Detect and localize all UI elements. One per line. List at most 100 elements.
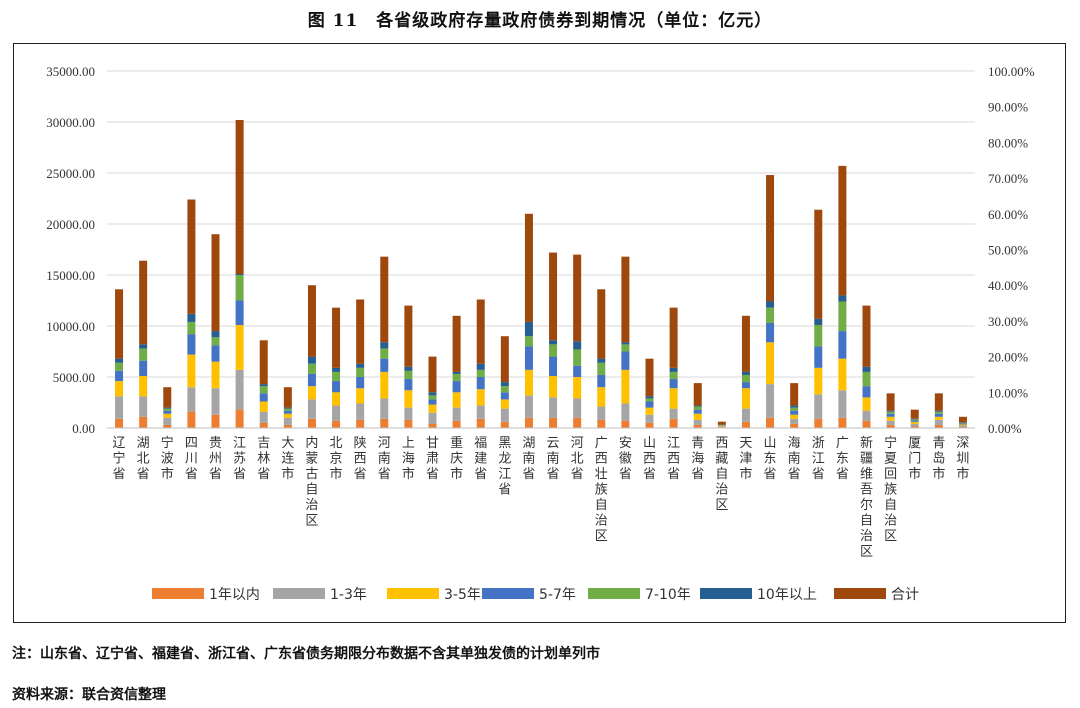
bar-segment <box>862 410 871 421</box>
bar-segment <box>452 373 461 382</box>
bar-segment <box>452 315 461 372</box>
bar-segment <box>332 420 341 428</box>
bar-segment <box>283 424 292 428</box>
bar-segment <box>283 407 292 409</box>
bar-segment <box>356 403 365 420</box>
bar-segment <box>573 417 582 428</box>
y-tick-label: 5000.00 <box>53 370 95 385</box>
x-tick-label: 辽宁省 <box>113 436 126 482</box>
bar-segment <box>790 405 799 408</box>
bar-segment <box>790 410 799 415</box>
bar-segment <box>669 408 678 419</box>
x-tick-label: 吉林省 <box>257 436 270 482</box>
bar-segment <box>332 392 341 406</box>
bar-segment <box>645 422 654 428</box>
legend-swatch <box>700 588 752 599</box>
bar-segment <box>404 305 413 367</box>
bar-segment <box>115 396 124 419</box>
legend-swatch <box>387 588 439 599</box>
bar-segment <box>549 340 558 345</box>
bar-segment <box>211 414 220 428</box>
legend-label: 1年以内 <box>209 587 260 603</box>
legend-swatch <box>588 588 640 599</box>
legend-swatch <box>482 588 534 599</box>
bar-segment <box>332 405 341 421</box>
bar-segment <box>741 388 750 409</box>
bar-segment <box>958 423 967 425</box>
bar-segment <box>163 407 172 409</box>
y-tick-label: 30000.00 <box>46 115 95 130</box>
bar-segment <box>669 388 678 409</box>
bar-segment <box>741 371 750 375</box>
bar-segment <box>187 313 196 322</box>
bar-segment <box>790 383 799 406</box>
bar-segment <box>645 414 654 423</box>
source-note: 资料来源：联合资信整理 <box>12 687 166 703</box>
bar-segment <box>452 420 461 428</box>
bar-segment <box>476 418 485 428</box>
bar-segment <box>862 420 871 428</box>
bar-segment <box>958 422 967 424</box>
bar-segment <box>211 345 220 362</box>
bar-segment <box>573 377 582 399</box>
bar-segment <box>910 426 919 428</box>
bar-segment <box>115 418 124 428</box>
bar-segment <box>187 334 196 355</box>
bar-segment <box>693 413 702 420</box>
x-tick-label: 河北省 <box>571 436 584 482</box>
bar-segment <box>283 408 292 411</box>
bar-segment <box>693 383 702 406</box>
bar-segment <box>139 396 148 417</box>
bar-segment <box>597 387 606 407</box>
bar-segment <box>549 356 558 376</box>
bar-segment <box>645 401 654 408</box>
bar-segment <box>717 426 726 428</box>
x-tick-label: 广东省 <box>836 436 849 482</box>
bar-segment <box>332 371 341 382</box>
x-tick-label: 内蒙古自治区 <box>305 435 318 529</box>
bar-segment <box>958 425 967 427</box>
bar-segment <box>693 419 702 425</box>
bar-segment <box>621 351 630 370</box>
x-tick-label: 云南省 <box>547 436 560 482</box>
x-tick-label: 宁夏回族自治区 <box>884 435 897 544</box>
x-tick-label: 山东省 <box>764 436 777 482</box>
bar-segment <box>886 424 895 428</box>
bar-segment <box>766 307 775 323</box>
bar-segment <box>380 358 389 372</box>
bar-segment <box>838 390 847 418</box>
legend-swatch <box>273 588 325 599</box>
bar-segment <box>766 417 775 428</box>
bar-segment <box>621 256 630 343</box>
bar-segment <box>573 398 582 418</box>
bar-segment <box>790 414 799 419</box>
bar-segment <box>307 363 316 374</box>
bar-segment <box>573 254 582 342</box>
bar-segment <box>862 386 871 398</box>
bar-segment <box>549 344 558 357</box>
bar-segment <box>669 307 678 368</box>
bar-segment <box>717 421 726 425</box>
bar-segment <box>139 348 148 361</box>
bar-segment <box>259 393 268 402</box>
bar-segment <box>163 408 172 411</box>
bar-segment <box>500 408 509 422</box>
bar-segment <box>307 418 316 428</box>
y-tick-label: 0.00 <box>72 421 95 436</box>
bar-segment <box>428 412 437 424</box>
bar-segment <box>356 419 365 428</box>
bar-segment <box>476 363 485 370</box>
bar-segment <box>910 423 919 427</box>
chart-frame <box>13 43 1066 623</box>
bar-segment <box>259 411 268 423</box>
bar-segment <box>476 369 485 377</box>
bar-segment <box>766 322 775 343</box>
bar-segment <box>115 358 124 363</box>
bar-segment <box>500 421 509 428</box>
bar-segment <box>549 397 558 418</box>
bar-segment <box>597 419 606 428</box>
bar-segment <box>862 366 871 372</box>
bar-segment <box>814 367 823 395</box>
y-tick-label: 10000.00 <box>46 319 95 334</box>
bar-segment <box>814 318 823 325</box>
